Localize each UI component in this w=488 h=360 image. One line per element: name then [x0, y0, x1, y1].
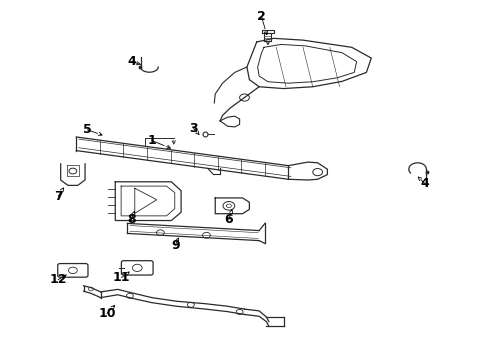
- Text: 3: 3: [188, 122, 197, 135]
- Text: 9: 9: [171, 239, 179, 252]
- Text: 10: 10: [98, 307, 116, 320]
- Text: 1: 1: [147, 134, 156, 147]
- Text: 4: 4: [127, 55, 136, 68]
- Text: 5: 5: [83, 123, 92, 136]
- Text: 4: 4: [420, 177, 428, 190]
- Text: 12: 12: [49, 273, 67, 286]
- Text: 2: 2: [257, 10, 265, 23]
- Text: 7: 7: [54, 190, 62, 203]
- Text: 8: 8: [127, 213, 135, 226]
- Text: 6: 6: [224, 213, 233, 226]
- Text: 11: 11: [113, 271, 130, 284]
